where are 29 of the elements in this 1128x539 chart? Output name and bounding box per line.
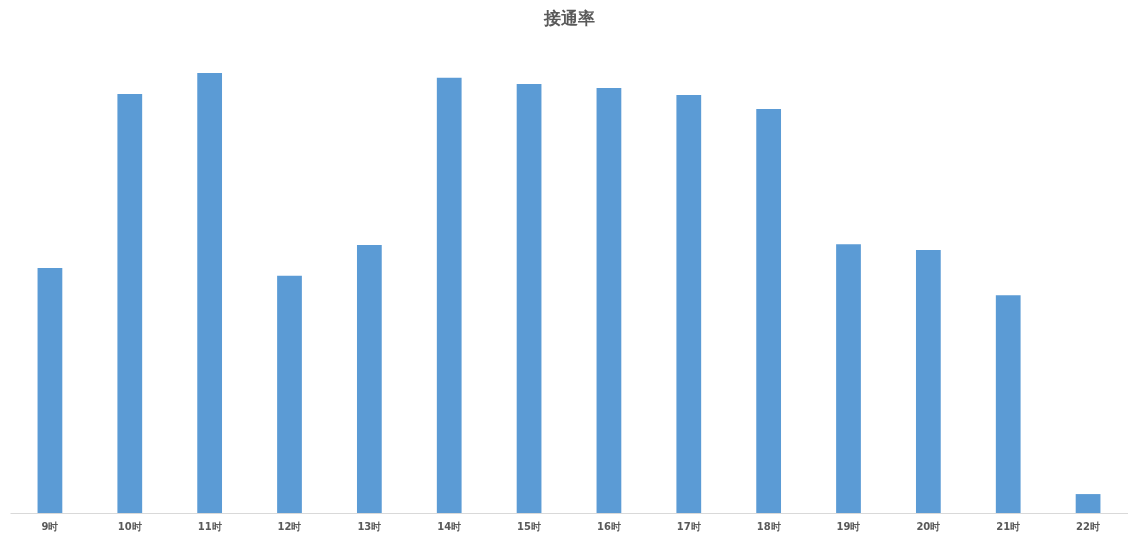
chart-title: 接通率 [542, 8, 595, 28]
x-tick-label: 11时 [197, 520, 222, 532]
bar [915, 249, 941, 513]
bar [197, 73, 223, 513]
x-tick-label: 16时 [596, 520, 621, 532]
x-tick-label: 12时 [277, 520, 302, 532]
x-tick-label: 10时 [117, 520, 142, 532]
bar [277, 275, 302, 513]
bar [356, 245, 382, 513]
x-tick-label: 17时 [676, 520, 701, 532]
x-tick-label: 13时 [357, 520, 382, 532]
bar [676, 95, 702, 513]
x-tick-label: 22时 [1076, 520, 1101, 532]
x-tick-label: 9时 [41, 520, 59, 532]
bar [1075, 494, 1101, 513]
bar [836, 244, 861, 513]
x-tick-label: 21时 [996, 520, 1021, 532]
bar [37, 267, 63, 513]
bar [516, 84, 542, 513]
x-tick-label: 20时 [916, 520, 941, 532]
x-tick-label: 19时 [836, 520, 861, 532]
bar [596, 87, 622, 513]
x-tick-label: 15时 [517, 520, 542, 532]
bar [436, 77, 462, 513]
bar [995, 295, 1021, 513]
x-tick-label: 18时 [756, 520, 781, 532]
bar [117, 94, 143, 513]
x-tick-label: 14时 [437, 520, 462, 532]
bar [756, 109, 782, 513]
